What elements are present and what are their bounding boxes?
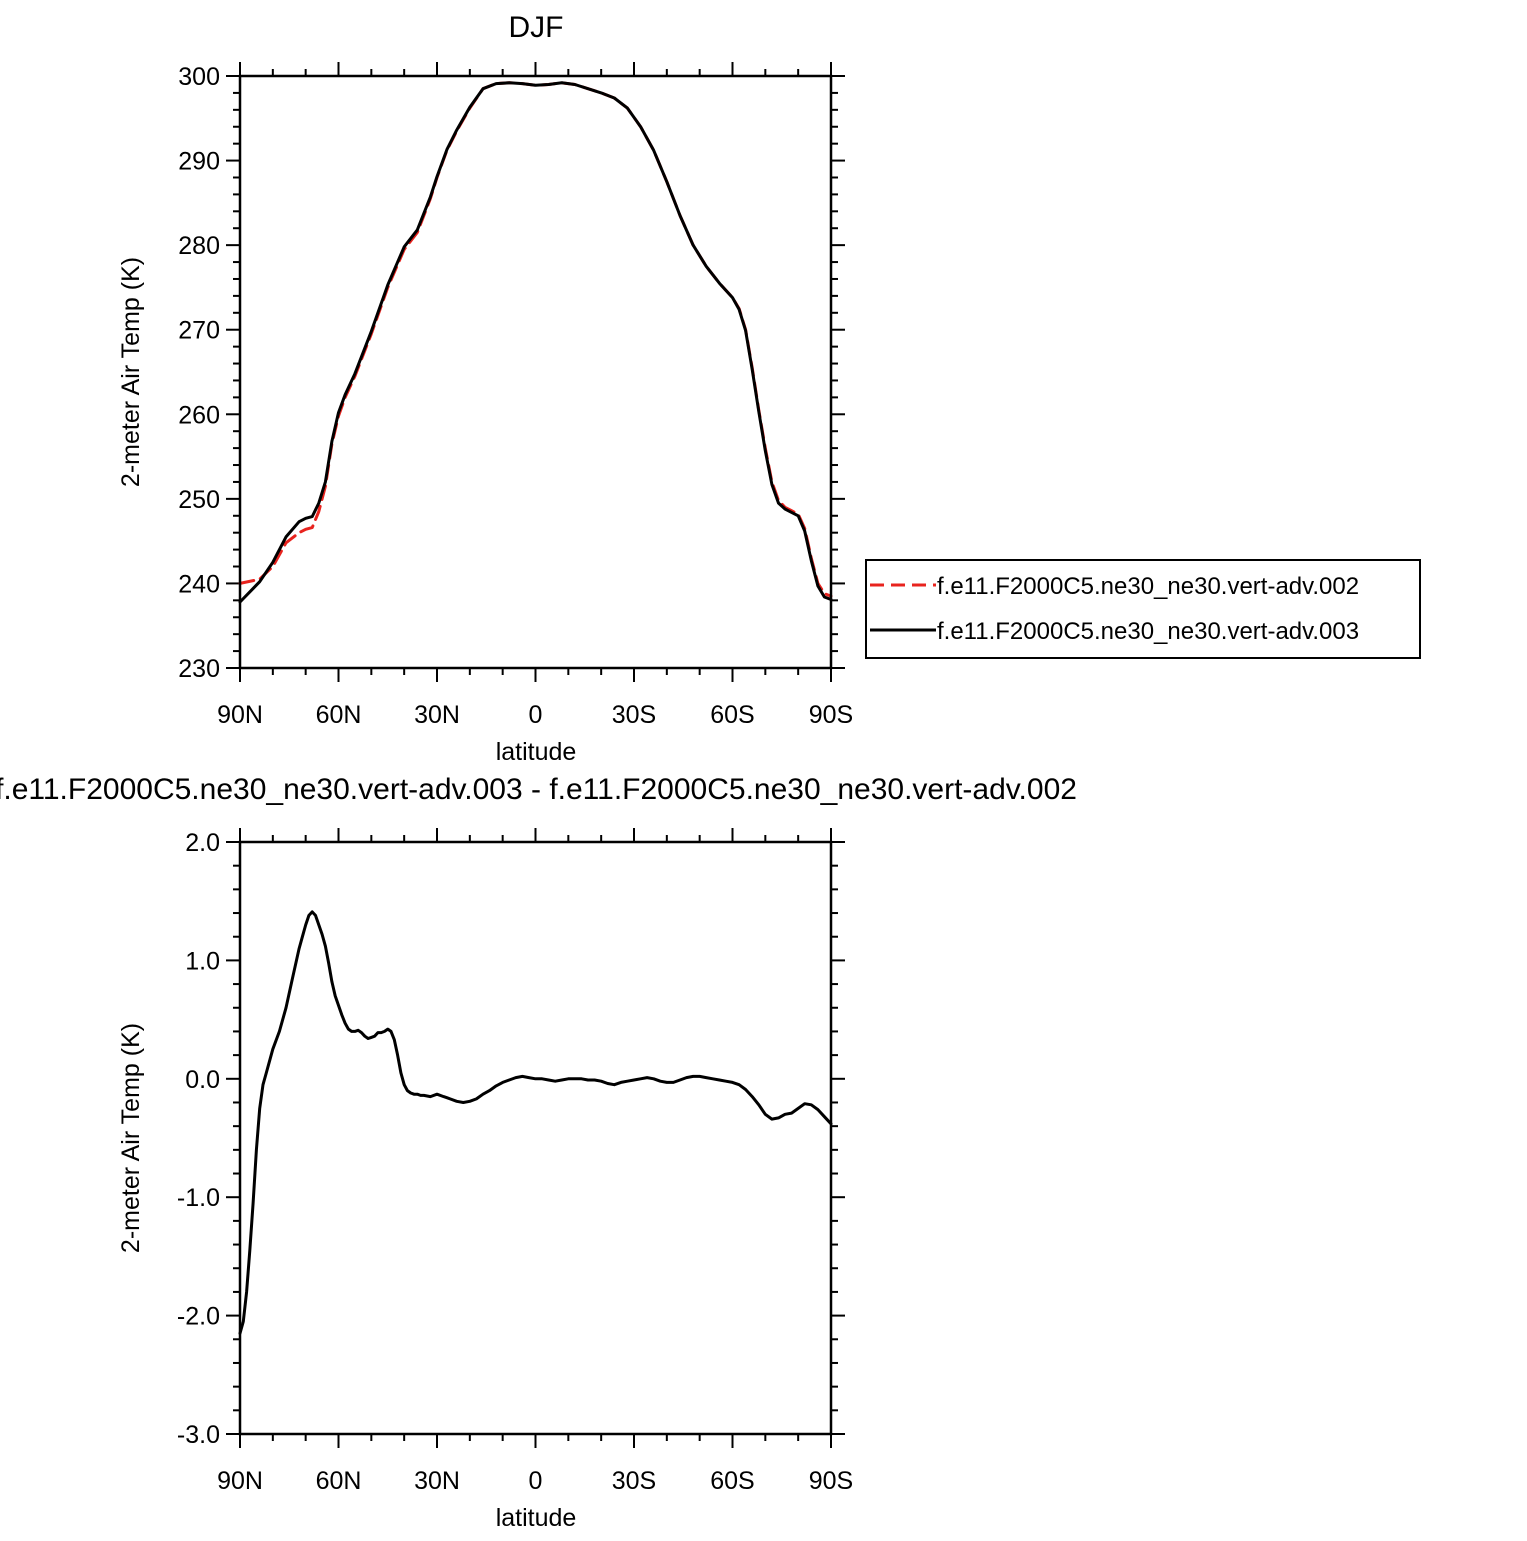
x-tick-label: 30N bbox=[414, 1467, 460, 1495]
series-line-dashed bbox=[238, 81, 833, 598]
y-tick-label: -1.0 bbox=[177, 1184, 220, 1212]
x-tick-label: 0 bbox=[529, 1467, 543, 1495]
legend-entry-label: f.e11.F2000C5.ne30_ne30.vert-adv.003 bbox=[937, 618, 1359, 645]
y-tick-label: 240 bbox=[178, 570, 220, 598]
legend-box bbox=[865, 559, 1421, 659]
x-tick-label: 60S bbox=[710, 1467, 754, 1495]
x-tick-label: 60N bbox=[316, 1467, 362, 1495]
y-tick-label: 1.0 bbox=[185, 947, 220, 975]
top-chart-panel: DJF 2-meter Air Temp (K) latitude 230 240… bbox=[117, 11, 853, 766]
y-tick-label: -3.0 bbox=[177, 1421, 220, 1449]
y-tick-label: 270 bbox=[178, 317, 220, 345]
legend-entry-label: f.e11.F2000C5.ne30_ne30.vert-adv.002 bbox=[937, 573, 1359, 600]
y-tick-label: 230 bbox=[178, 655, 220, 683]
bottom-chart-title: f.e11.F2000C5.ne30_ne30.vert-adv.003 - f… bbox=[0, 773, 1077, 806]
top-chart-plot-area bbox=[238, 81, 833, 604]
x-tick-label: 90S bbox=[809, 1467, 853, 1495]
x-tick-label: 0 bbox=[529, 701, 543, 729]
x-tick-label: 30S bbox=[612, 1467, 656, 1495]
y-tick-label: 290 bbox=[178, 148, 220, 176]
legend: f.e11.F2000C5.ne30_ne30.vert-adv.002 f.e… bbox=[865, 559, 1421, 659]
bottom-chart-x-axis-label: latitude bbox=[496, 1504, 577, 1532]
bottom-chart-y-axis-label: 2-meter Air Temp (K) bbox=[117, 1023, 145, 1253]
y-tick-label: 0.0 bbox=[185, 1066, 220, 1094]
bottom-chart-plot-area bbox=[238, 910, 833, 1335]
top-chart-title: DJF bbox=[509, 11, 564, 44]
y-tick-label: -2.0 bbox=[177, 1303, 220, 1331]
y-tick-label: 250 bbox=[178, 486, 220, 514]
x-tick-label: 90N bbox=[217, 701, 263, 729]
x-tick-label: 30N bbox=[414, 701, 460, 729]
top-chart-frame bbox=[238, 74, 833, 670]
y-tick-label: 2.0 bbox=[185, 829, 220, 857]
x-tick-label: 90S bbox=[809, 701, 853, 729]
y-tick-label: 280 bbox=[178, 232, 220, 260]
x-tick-label: 60S bbox=[710, 701, 754, 729]
bottom-chart-frame bbox=[238, 840, 833, 1436]
top-chart-x-axis-label: latitude bbox=[496, 738, 577, 766]
y-tick-label: 260 bbox=[178, 401, 220, 429]
x-tick-label: 90N bbox=[217, 1467, 263, 1495]
bottom-chart-panel: f.e11.F2000C5.ne30_ne30.vert-adv.003 - f… bbox=[0, 773, 1077, 1532]
x-tick-label: 60N bbox=[316, 701, 362, 729]
series-line-solid bbox=[238, 910, 833, 1335]
x-tick-label: 30S bbox=[612, 701, 656, 729]
y-tick-label: 300 bbox=[178, 63, 220, 91]
series-line-solid bbox=[238, 81, 833, 604]
top-chart-y-axis-label: 2-meter Air Temp (K) bbox=[117, 257, 145, 487]
top-chart-ticks: 230 240 250 260 270 280 290 300 90N 60N 30N 0 30S 60S… bbox=[178, 62, 853, 729]
bottom-chart-ticks: -3.0 -2.0 -1.0 0.0 1.0 2.0 90N 60N 30N 0 30S 60S 90S bbox=[177, 828, 853, 1495]
